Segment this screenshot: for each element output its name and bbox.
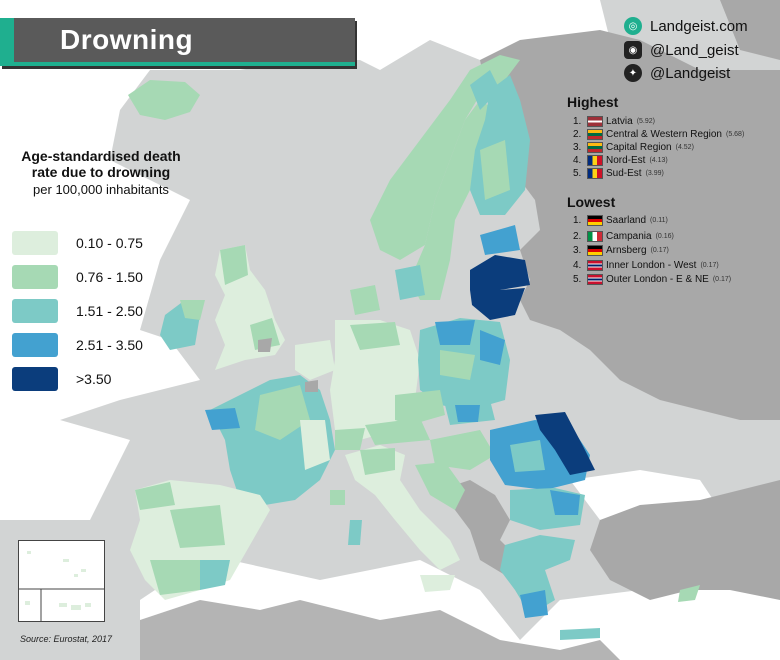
highest-row: 4. Nord-Est (4.13)	[573, 155, 668, 166]
romania-flag-icon	[587, 168, 603, 179]
norway	[370, 55, 520, 260]
title-underline	[14, 62, 355, 66]
uk-flag-icon	[587, 260, 603, 271]
social-instagram[interactable]: ◉ @Land_geist	[624, 40, 739, 60]
twitter-icon: ✦	[624, 64, 642, 82]
instagram-icon: ◉	[624, 41, 642, 59]
highest-row: 5. Sud-Est (3.99)	[573, 168, 664, 179]
lowest-row: 5. Outer London - E & NE (0.17)	[573, 274, 732, 285]
uk-flag-icon	[587, 274, 603, 285]
italy-flag-icon	[587, 231, 603, 242]
legend-item: 1.51 - 2.50	[12, 298, 143, 324]
czechia	[395, 390, 445, 425]
inset-map	[19, 541, 104, 621]
social-twitter[interactable]: ✦ @Landgeist	[624, 63, 730, 83]
highest-row: 1. Latvia (5.92)	[573, 116, 655, 127]
website-label: Landgeist.com	[650, 17, 748, 35]
social-website[interactable]: ◎ Landgeist.com	[624, 16, 748, 36]
germany-flag-icon	[587, 245, 603, 256]
source-note: Source: Eurostat, 2017	[20, 634, 113, 644]
lithuania	[470, 288, 525, 320]
overseas-inset	[18, 540, 105, 622]
estonia	[480, 225, 520, 255]
highest-row: 2. Central & Western Region (5.68)	[573, 129, 745, 140]
instagram-label: @Land_geist	[650, 41, 739, 59]
highest-row: 3. Capital Region (4.52)	[573, 142, 694, 153]
highest-heading: Highest	[567, 94, 619, 110]
legend-item: 2.51 - 3.50	[12, 332, 143, 358]
hungary	[430, 430, 495, 470]
legend-swatch	[12, 333, 58, 357]
benelux	[295, 340, 335, 380]
latvia-flag-icon	[587, 116, 603, 127]
legend-item: 0.76 - 1.50	[12, 264, 143, 290]
denmark	[350, 285, 380, 315]
lowest-row: 2. Campania (0.16)	[573, 231, 674, 242]
legend-title: Age-standardised death rate due to drown…	[21, 148, 181, 180]
iceland	[128, 80, 200, 120]
lowest-row: 1. Saarland (0.11)	[573, 215, 668, 226]
germany-flag-icon	[587, 215, 603, 226]
globe-icon: ◎	[624, 17, 642, 35]
legend-swatch	[12, 265, 58, 289]
page-title: Drowning	[60, 24, 194, 55]
legend: Age-standardised death rate due to drown…	[16, 148, 186, 197]
croatia	[415, 462, 465, 510]
legend-item: 0.10 - 0.75	[12, 230, 143, 256]
lowest-row: 4. Inner London - West (0.17)	[573, 260, 719, 271]
title-bar: Drowning	[0, 18, 355, 66]
romania-flag-icon	[587, 155, 603, 166]
turkey-region	[590, 480, 780, 600]
lithuania-flag-icon	[587, 142, 603, 153]
twitter-label: @Landgeist	[650, 64, 731, 82]
legend-subtitle: per 100,000 inhabitants	[33, 182, 169, 197]
lowest-row: 3. Arnsberg (0.17)	[573, 245, 669, 256]
austria	[365, 418, 430, 445]
legend-swatch	[12, 299, 58, 323]
north-africa-region	[140, 600, 620, 660]
legend-swatch	[12, 231, 58, 255]
lowest-heading: Lowest	[567, 194, 616, 210]
legend-swatch	[12, 367, 58, 391]
greece	[500, 535, 575, 615]
sweden	[410, 100, 495, 300]
russia-region	[480, 30, 780, 420]
lithuania-flag-icon	[587, 129, 603, 140]
latvia	[470, 255, 530, 290]
legend-item: >3.50	[12, 366, 111, 392]
title-accent	[0, 18, 14, 66]
italy	[345, 445, 460, 570]
